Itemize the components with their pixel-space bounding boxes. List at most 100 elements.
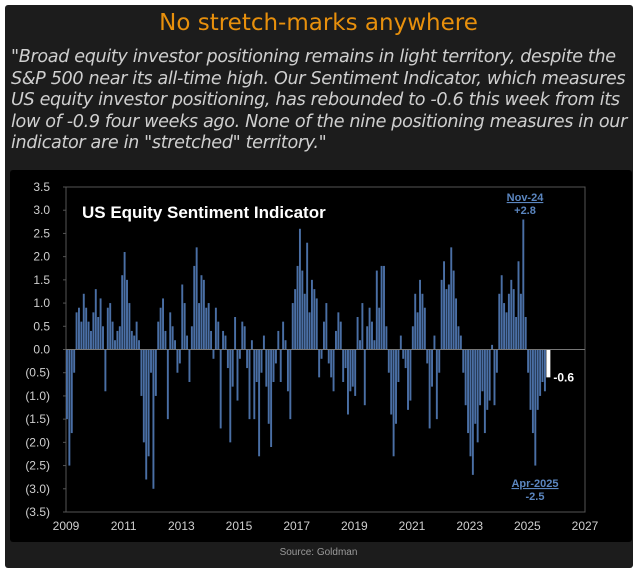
bar <box>339 321 342 350</box>
x-tick-label: 2025 <box>514 519 541 533</box>
bar <box>361 303 364 350</box>
x-tick-label: 2021 <box>399 519 426 533</box>
bar <box>428 349 431 429</box>
bar <box>260 349 263 373</box>
bar <box>380 265 383 350</box>
bar <box>347 349 349 415</box>
x-tick-label: 2013 <box>168 519 195 533</box>
bar <box>265 349 268 387</box>
x-tick-label: 2023 <box>456 519 483 533</box>
annotation-peak-date: Nov-24 <box>507 192 545 204</box>
bar <box>373 340 376 350</box>
bar <box>238 349 241 359</box>
bar <box>459 335 462 350</box>
quote-text: "Broad equity investor positioning remai… <box>11 47 627 153</box>
y-tick-label: (3.5) <box>25 505 50 519</box>
bar <box>483 349 486 434</box>
bar <box>246 349 249 369</box>
annotation-low-date: Apr-2025 <box>511 478 558 490</box>
bar <box>66 349 68 420</box>
y-tick-label: (1.0) <box>25 389 50 403</box>
bar <box>258 349 261 457</box>
bar <box>399 335 402 350</box>
bar <box>529 349 532 410</box>
bar <box>443 261 446 350</box>
bar <box>128 303 131 350</box>
bar <box>351 349 354 387</box>
bar <box>272 349 275 382</box>
chart-panel: 3.5 3.0 2.5 2.0 1.5 1.0 0.5 0.0 (0.5) (1.0) (1.5) (… <box>10 170 632 542</box>
bar <box>210 330 213 350</box>
bar <box>325 303 328 350</box>
bar <box>222 330 225 350</box>
bar <box>313 289 316 350</box>
bar <box>284 340 287 350</box>
bar <box>330 349 333 378</box>
bar <box>195 247 198 350</box>
bar <box>512 289 515 350</box>
bar <box>303 293 306 350</box>
bar <box>543 349 546 392</box>
bar <box>291 303 294 350</box>
bar <box>174 340 177 350</box>
bar <box>118 326 121 350</box>
bar <box>349 349 352 392</box>
bar <box>164 330 167 350</box>
bar <box>166 349 169 420</box>
bar <box>198 303 201 350</box>
bar <box>318 349 321 378</box>
bar <box>423 307 426 350</box>
bar <box>176 349 179 373</box>
bar <box>231 349 234 387</box>
source-note: Source: Goldman <box>279 547 358 558</box>
bar <box>366 326 369 350</box>
bar <box>70 349 73 434</box>
bar <box>335 330 337 350</box>
bar <box>85 307 88 350</box>
bar <box>286 349 289 392</box>
latest-value-label: -0.6 <box>553 370 574 384</box>
bar <box>92 312 95 350</box>
bar <box>154 349 157 396</box>
x-tick-label: 2019 <box>341 519 368 533</box>
bar <box>390 349 393 415</box>
bar <box>157 321 160 350</box>
y-tick-label: 1.5 <box>33 273 50 287</box>
annotation-peak-value: +2.8 <box>514 205 536 217</box>
bar <box>469 349 472 457</box>
bar <box>135 321 138 350</box>
bar <box>90 330 92 350</box>
bar <box>73 349 76 373</box>
bar <box>356 317 359 350</box>
bar <box>289 349 292 420</box>
y-tick-label: 3.0 <box>33 203 50 217</box>
bar <box>159 307 162 350</box>
bar <box>78 307 80 350</box>
bar <box>462 349 465 373</box>
bar <box>138 340 140 350</box>
bar <box>371 321 373 350</box>
bar <box>190 326 193 350</box>
bar <box>255 349 258 382</box>
bar <box>102 326 104 350</box>
bar <box>200 275 203 350</box>
bar <box>491 344 494 350</box>
bar <box>498 293 501 350</box>
bar <box>219 349 222 429</box>
bar <box>445 289 448 350</box>
y-tick-label: (0.5) <box>25 366 50 380</box>
bar <box>378 307 381 350</box>
bar <box>431 349 433 387</box>
bar <box>402 349 405 359</box>
bar <box>178 349 181 364</box>
bar <box>387 349 390 373</box>
bar <box>495 349 498 373</box>
bar <box>248 349 251 420</box>
bar <box>476 349 479 443</box>
bar <box>229 349 232 443</box>
bar <box>385 326 388 350</box>
bar <box>270 349 273 447</box>
bar <box>517 261 520 350</box>
y-tick-label: 2.5 <box>33 226 50 240</box>
bar <box>310 279 313 350</box>
